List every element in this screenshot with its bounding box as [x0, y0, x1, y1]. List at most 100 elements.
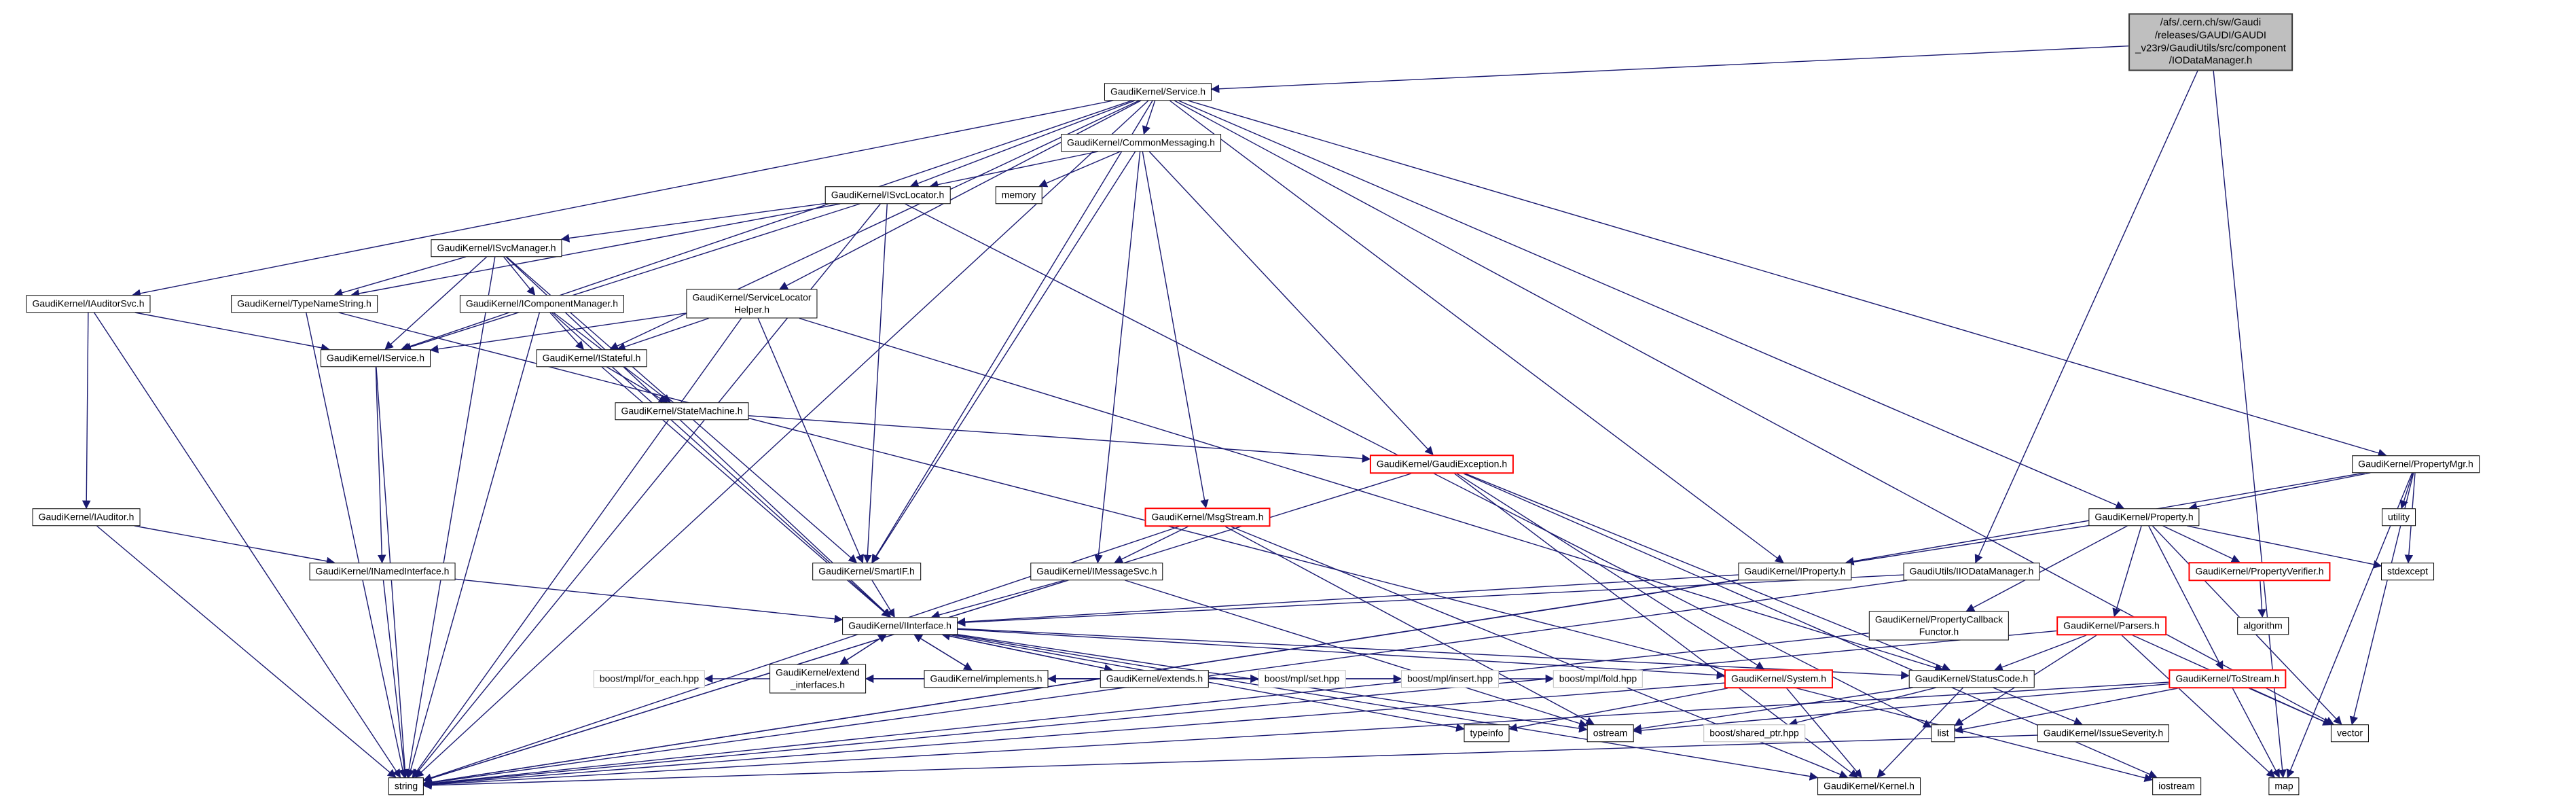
- edge-service-to-string: [415, 100, 1149, 778]
- edge-isvcmanager-to-icomponentmanager: [503, 256, 536, 296]
- edge-parsers-to-statuscode: [1994, 635, 2087, 671]
- graph-node-string[interactable]: string: [388, 777, 424, 795]
- edge-iauditorsvc-to-iauditor: [81, 312, 91, 510]
- graph-node-utility[interactable]: utility: [2382, 508, 2416, 526]
- graph-node-mpl_fold: boost/mpl/fold.hpp: [1553, 670, 1644, 688]
- graph-node-iservice[interactable]: GaudiKernel/IService.h: [321, 349, 431, 367]
- graph-node-msgstream[interactable]: GaudiKernel/MsgStream.h: [1144, 508, 1271, 527]
- graph-node-extend_interfaces[interactable]: GaudiKernel/extend _interfaces.h: [769, 664, 866, 694]
- graph-node-vector[interactable]: vector: [2330, 724, 2370, 742]
- edge-slhelper-to-istateful: [617, 317, 709, 351]
- edge-property-to-stdexcept: [2186, 525, 2382, 569]
- graph-node-statemachine[interactable]: GaudiKernel/StateMachine.h: [615, 402, 749, 420]
- graph-node-implements[interactable]: GaudiKernel/implements.h: [924, 670, 1049, 688]
- graph-node-map[interactable]: map: [2268, 777, 2300, 795]
- edge-common-to-smartif: [871, 151, 1136, 564]
- edge-common-to-msgstream: [1142, 151, 1209, 509]
- graph-node-list[interactable]: list: [1931, 724, 1955, 742]
- edge-statuscode-to-kernel: [1876, 687, 1964, 778]
- graph-node-imessagesvc[interactable]: GaudiKernel/IMessageSvc.h: [1030, 563, 1163, 580]
- edge-msgstream-to-imessagesvc: [1114, 526, 1189, 563]
- edge-typenamestring-to-string: [306, 312, 407, 779]
- edge-service-to-smartif: [871, 100, 1153, 564]
- graph-node-iauditor[interactable]: GaudiKernel/IAuditor.h: [32, 508, 141, 526]
- edge-slhelper-to-smartif: [757, 318, 864, 564]
- edge-isvcmanager-to-iservice: [384, 256, 488, 350]
- graph-node-statuscode[interactable]: GaudiKernel/StatusCode.h: [1908, 670, 2035, 688]
- edge-iproperty-to-iinterface: [956, 574, 1739, 626]
- graph-node-inamedinterface[interactable]: GaudiKernel/INamedInterface.h: [309, 563, 456, 580]
- graph-node-algorithm[interactable]: algorithm: [2237, 617, 2289, 635]
- graph-node-iinterface[interactable]: GaudiKernel/IInterface.h: [842, 617, 958, 635]
- edge-isvcmanager-to-typenamestring: [333, 256, 467, 297]
- graph-node-istateful[interactable]: GaudiKernel/IStateful.h: [536, 349, 647, 367]
- edge-isvclocator-to-smartif: [863, 203, 888, 564]
- edge-parsers-to-map: [2121, 635, 2275, 778]
- edge-typenamestring-to-iostream: [338, 312, 2154, 783]
- edge-system-to-string: [422, 682, 1725, 789]
- edge-isvclocator-to-iservice: [402, 203, 860, 351]
- graph-node-typeinfo[interactable]: typeinfo: [1464, 724, 1510, 742]
- graph-node-issueseverity[interactable]: GaudiKernel/IssueSeverity.h: [2037, 724, 2170, 742]
- graph-node-kernel[interactable]: GaudiKernel/Kernel.h: [1817, 777, 1921, 795]
- edge-tostream-to-string: [422, 681, 2169, 789]
- edge-property-to-parsers: [2112, 525, 2142, 618]
- graph-node-pcf[interactable]: GaudiKernel/PropertyCallback Functor.h: [1868, 611, 2010, 641]
- edge-istateful-to-statemachine: [606, 366, 668, 403]
- edge-pcf-to-string: [422, 633, 1870, 788]
- graph-node-propertymgr[interactable]: GaudiKernel/PropertyMgr.h: [2352, 455, 2480, 473]
- edge-service-to-iauditorsvc: [132, 100, 1114, 298]
- edge-propertymgr-to-utility: [2399, 472, 2414, 510]
- edge-iauditor-to-string: [96, 525, 397, 778]
- graph-node-property[interactable]: GaudiKernel/Property.h: [2088, 508, 2200, 526]
- graph-node-gaudiexception[interactable]: GaudiKernel/GaudiException.h: [1369, 455, 1514, 474]
- edge-root-to-iiodatamanager: [1974, 71, 2198, 564]
- graph-node-extends[interactable]: GaudiKernel/extends.h: [1100, 670, 1210, 688]
- graph-node-ostream[interactable]: ostream: [1586, 724, 1634, 742]
- edge-extend_interfaces-to-iinterface: [839, 634, 887, 665]
- graph-node-stdexcept[interactable]: stdexcept: [2381, 563, 2434, 580]
- edge-iproperty-to-string: [422, 580, 1739, 787]
- edge-iinterface-to-statuscode: [957, 628, 1910, 680]
- edge-iiodatamanager-to-iinterface: [956, 574, 1904, 627]
- graph-node-common[interactable]: GaudiKernel/CommonMessaging.h: [1061, 134, 1221, 152]
- edge-service-to-common: [1142, 100, 1156, 135]
- graph-node-iproperty[interactable]: GaudiKernel/IProperty.h: [1738, 563, 1852, 580]
- graph-node-memory[interactable]: memory: [995, 186, 1042, 204]
- edge-tostream-to-vector: [2249, 688, 2332, 726]
- graph-node-icomponentmanager[interactable]: GaudiKernel/IComponentManager.h: [459, 295, 625, 313]
- edge-common-to-gaudiexception: [1148, 151, 1434, 455]
- edge-tostream-to-ostream: [1633, 683, 2169, 735]
- edge-inamedinterface-to-iinterface: [455, 578, 843, 624]
- graph-node-typenamestring[interactable]: GaudiKernel/TypeNameString.h: [231, 295, 378, 313]
- edge-isvclocator-to-typenamestring: [350, 203, 841, 298]
- edge-service-to-slhelper: [779, 100, 1142, 290]
- edge-inamedinterface-to-string: [382, 580, 409, 779]
- edge-isvclocator-to-isvcmanager: [560, 202, 825, 243]
- graph-node-iostream[interactable]: iostream: [2152, 777, 2201, 795]
- edge-iservice-to-inamedinterface: [375, 366, 386, 564]
- graph-node-propertyverifier[interactable]: GaudiKernel/PropertyVerifier.h: [2188, 562, 2331, 581]
- graph-node-service[interactable]: GaudiKernel/Service.h: [1104, 83, 1212, 101]
- graph-node-iauditorsvc[interactable]: GaudiKernel/IAuditorSvc.h: [26, 295, 151, 313]
- graph-node-parsers[interactable]: GaudiKernel/Parsers.h: [2056, 616, 2166, 635]
- graph-node-tostream[interactable]: GaudiKernel/ToStream.h: [2169, 669, 2287, 688]
- edge-imessagesvc-to-string: [422, 580, 1069, 783]
- graph-node-for_each: boost/mpl/for_each.hpp: [593, 670, 706, 688]
- graph-node-smartif[interactable]: GaudiKernel/SmartIF.h: [812, 563, 921, 580]
- edge-isvcmanager-to-iinterface: [505, 256, 892, 618]
- graph-node-isvcmanager[interactable]: GaudiKernel/ISvcManager.h: [431, 239, 562, 257]
- edge-iauditor-to-inamedinterface: [134, 525, 335, 566]
- edge-gaudiexception-to-system: [1456, 473, 1765, 670]
- graph-node-iiodatamanager[interactable]: GaudiUtils/IIODataManager.h: [1903, 563, 2040, 580]
- edge-propertymgr-to-property: [2188, 472, 2371, 512]
- edge-imessagesvc-to-iinterface: [930, 580, 1066, 620]
- edge-service-to-iproperty: [1169, 100, 1784, 563]
- graph-node-mpl_insert: boost/mpl/insert.hpp: [1400, 670, 1500, 688]
- graph-node-isvclocator[interactable]: GaudiKernel/ISvcLocator.h: [824, 186, 951, 204]
- graph-node-system[interactable]: GaudiKernel/System.h: [1724, 669, 1834, 688]
- graph-node-slhelper[interactable]: GaudiKernel/ServiceLocator Helper.h: [686, 289, 818, 319]
- edge-propertyverifier-to-algorithm: [2257, 580, 2266, 618]
- edge-property-to-pcf: [1965, 525, 2128, 612]
